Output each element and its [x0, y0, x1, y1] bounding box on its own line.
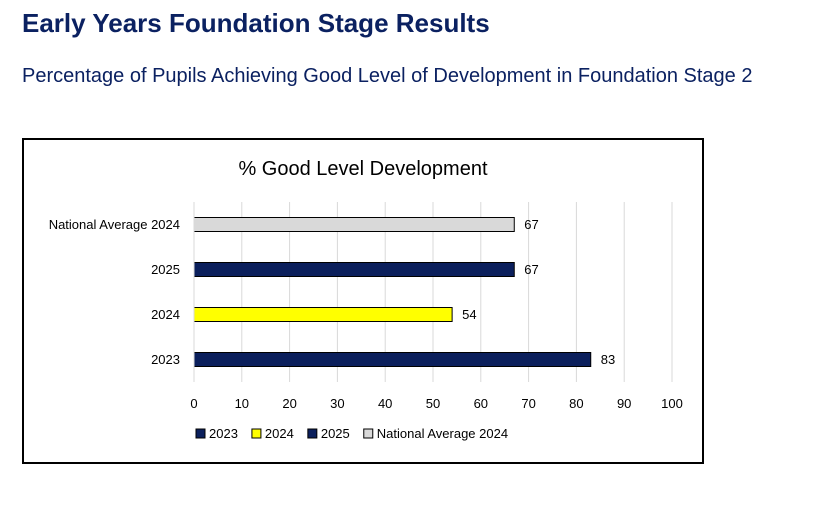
x-tick-label: 30: [330, 396, 344, 411]
category-label: 2024: [151, 307, 180, 322]
legend-label: 2024: [265, 426, 294, 441]
data-label: 67: [524, 217, 538, 232]
page-title: Early Years Foundation Stage Results: [22, 8, 490, 38]
legend-swatch: [363, 428, 374, 439]
data-label: 54: [462, 307, 476, 322]
chart-container: % Good Level Development 2023 83 2024 54 202…: [22, 138, 704, 464]
legend-label: 2025: [321, 426, 350, 441]
chart-title: % Good Level Development: [238, 158, 487, 180]
bar: [193, 262, 515, 277]
x-tick-label: 10: [235, 396, 249, 411]
bar: [193, 352, 592, 367]
category-label: 2023: [151, 352, 180, 367]
x-tick-label: 50: [426, 396, 440, 411]
x-tick-label: 90: [617, 396, 631, 411]
page-subtitle: Percentage of Pupils Achieving Good Leve…: [22, 65, 753, 87]
x-tick-label: 20: [282, 396, 296, 411]
category-label: National Average 2024: [49, 217, 180, 232]
data-label: 67: [524, 262, 538, 277]
x-tick-label: 60: [474, 396, 488, 411]
legend-label: National Average 2024: [377, 426, 508, 441]
x-tick-label: 80: [569, 396, 583, 411]
category-label: 2025: [151, 262, 180, 277]
x-tick-label: 40: [378, 396, 392, 411]
x-tick-label: 70: [521, 396, 535, 411]
legend-label: 2023: [209, 426, 238, 441]
bar: [193, 217, 515, 232]
legend-swatch: [251, 428, 262, 439]
legend-swatch: [195, 428, 206, 439]
bar: [193, 307, 453, 322]
x-tick-label: 100: [661, 396, 683, 411]
x-tick-label: 0: [190, 396, 197, 411]
legend-swatch: [307, 428, 318, 439]
data-label: 83: [601, 352, 615, 367]
